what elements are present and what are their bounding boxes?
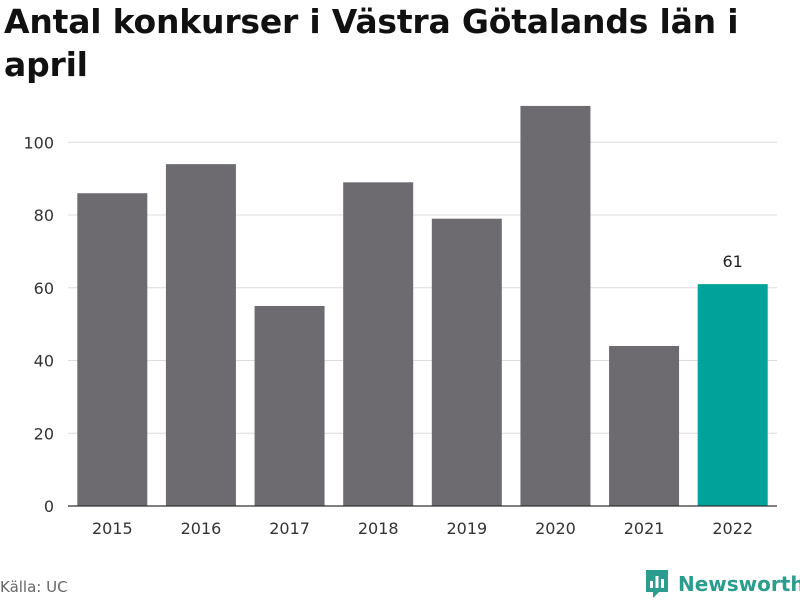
brand-logo: Newsworthy xyxy=(644,568,800,600)
bar-2018 xyxy=(343,182,414,506)
bar-2019 xyxy=(431,218,502,506)
newsworthy-logo-icon xyxy=(646,570,668,598)
y-tick-label: 80 xyxy=(34,206,54,225)
x-tick-label: 2015 xyxy=(92,519,133,538)
x-tick-label: 2022 xyxy=(712,519,753,538)
bar-2017 xyxy=(254,305,325,506)
y-tick-label: 60 xyxy=(34,279,54,298)
y-tick-label: 40 xyxy=(34,352,54,371)
bar-2020 xyxy=(520,105,591,507)
x-tick-label: 2021 xyxy=(624,519,665,538)
x-tick-label: 2019 xyxy=(446,519,487,538)
x-tick-label: 2018 xyxy=(358,519,399,538)
bar-2021 xyxy=(609,345,680,506)
bar-2015 xyxy=(77,193,148,506)
chart-title: Antal konkurser i Västra Götalands län i… xyxy=(4,2,739,84)
bar-2016 xyxy=(165,164,236,506)
y-tick-label: 100 xyxy=(23,133,54,152)
x-tick-label: 2016 xyxy=(181,519,222,538)
bar-2022 xyxy=(697,284,768,506)
data-label-2022: 61 xyxy=(723,252,743,271)
y-tick-label: 20 xyxy=(34,424,54,443)
source-note: Källa: UC xyxy=(0,578,68,596)
x-tick-label: 2020 xyxy=(535,519,576,538)
y-tick-label: 0 xyxy=(44,497,54,516)
x-tick-label: 2017 xyxy=(269,519,310,538)
brand-name: Newsworthy xyxy=(678,572,800,596)
